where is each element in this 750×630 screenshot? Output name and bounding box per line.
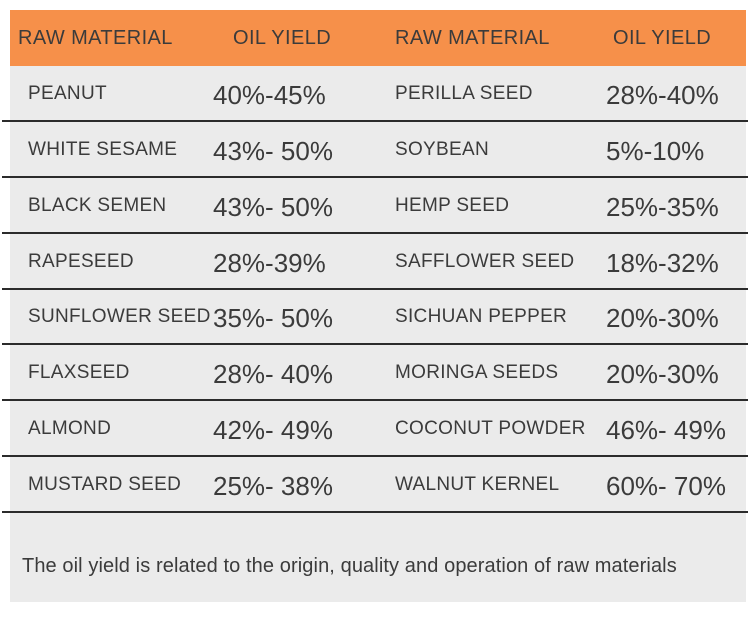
table-header-row: RAW MATERIAL OIL YIELD RAW MATERIAL OIL … [10, 10, 746, 66]
column-header-oil-yield-left: OIL YIELD [233, 26, 332, 49]
table-row: WHITE SESAME 43%- 50% SOYBEAN 5%-10% [2, 122, 748, 178]
material-name: PEANUT [28, 82, 107, 104]
table-row: MUSTARD SEED 25%- 38% WALNUT KERNEL 60%-… [2, 457, 748, 513]
column-header-raw-material-left: RAW MATERIAL [18, 26, 173, 49]
material-name: MUSTARD SEED [28, 474, 182, 496]
footnote-text: The oil yield is related to the origin, … [22, 555, 677, 577]
oil-yield-table: RAW MATERIAL OIL YIELD RAW MATERIAL OIL … [2, 10, 748, 602]
table-row: PEANUT 40%-45% PERILLA SEED 28%-40% [2, 66, 748, 122]
table-row: SUNFLOWER SEED 35%- 50% SICHUAN PEPPER 2… [2, 290, 748, 346]
material-name: WALNUT KERNEL [395, 474, 560, 496]
table-row: BLACK SEMEN 43%- 50% HEMP SEED 25%-35% [2, 178, 748, 234]
oil-yield-value: 20%-30% [606, 303, 719, 334]
oil-yield-value: 43%- 50% [213, 191, 333, 222]
material-name: COCONUT POWDER [395, 418, 586, 440]
oil-yield-value: 28%-39% [213, 247, 326, 278]
material-name: WHITE SESAME [28, 138, 178, 160]
material-name: SAFFLOWER SEED [395, 250, 575, 272]
material-name: BLACK SEMEN [28, 194, 167, 216]
material-name: SICHUAN PEPPER [395, 306, 568, 328]
oil-yield-value: 35%- 50% [213, 303, 333, 334]
oil-yield-value: 5%-10% [606, 135, 705, 166]
material-name: HEMP SEED [395, 194, 510, 216]
material-name: MORINGA SEEDS [395, 362, 559, 384]
table-row: FLAXSEED 28%- 40% MORINGA SEEDS 20%-30% [2, 345, 748, 402]
oil-yield-value: 25%- 38% [213, 471, 333, 502]
oil-yield-value: 18%-32% [606, 247, 719, 278]
material-name: FLAXSEED [28, 362, 130, 384]
material-name: SOYBEAN [395, 138, 489, 160]
table-footnote: The oil yield is related to the origin, … [10, 513, 746, 602]
material-name: PERILLA SEED [395, 82, 533, 104]
oil-yield-value: 25%-35% [606, 191, 719, 222]
column-header-oil-yield-right: OIL YIELD [613, 26, 712, 49]
oil-yield-value: 46%- 49% [606, 415, 726, 446]
column-header-raw-material-right: RAW MATERIAL [395, 26, 550, 49]
oil-yield-value: 43%- 50% [213, 135, 333, 166]
oil-yield-value: 28%-40% [606, 79, 719, 110]
oil-yield-value: 20%-30% [606, 359, 719, 390]
material-name: SUNFLOWER SEED [28, 306, 211, 328]
table-row: ALMOND 42%- 49% COCONUT POWDER 46%- 49% [2, 401, 748, 458]
oil-yield-value: 40%-45% [213, 79, 326, 110]
table-row: RAPESEED 28%-39% SAFFLOWER SEED 18%-32% [2, 234, 748, 290]
oil-yield-value: 28%- 40% [213, 359, 333, 390]
oil-yield-value: 60%- 70% [606, 471, 726, 502]
table-body: PEANUT 40%-45% PERILLA SEED 28%-40% WHIT… [2, 66, 748, 513]
material-name: ALMOND [28, 418, 112, 440]
material-name: RAPESEED [28, 250, 134, 272]
oil-yield-value: 42%- 49% [213, 415, 333, 446]
